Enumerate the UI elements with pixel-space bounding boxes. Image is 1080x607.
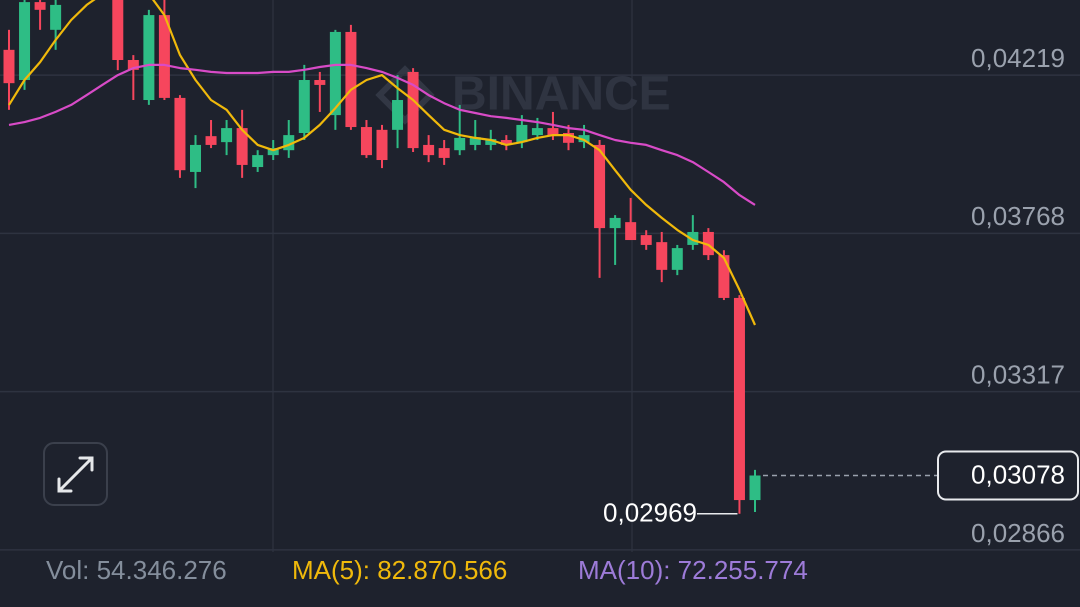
footer-item: MA(5): 82.870.566 bbox=[292, 555, 507, 585]
candle-body bbox=[345, 31, 357, 128]
candle-body bbox=[19, 2, 31, 81]
candle-body bbox=[50, 4, 62, 30]
candle-body bbox=[158, 15, 170, 98]
candle-body bbox=[190, 144, 201, 172]
y-tick-label: 0,02866 bbox=[971, 518, 1065, 548]
candle-body bbox=[516, 124, 528, 143]
watermark-text: BINANCE bbox=[452, 68, 671, 121]
candle-body bbox=[594, 144, 606, 229]
candle-body bbox=[221, 128, 233, 143]
candle-body bbox=[687, 231, 699, 245]
grid: 0,04219 0,03768 0,03317 0,02866 bbox=[0, 43, 1080, 551]
candle-body bbox=[625, 222, 637, 241]
candle-body bbox=[609, 217, 621, 229]
candle-body bbox=[267, 148, 279, 156]
y-tick-label: 0,04219 bbox=[971, 43, 1065, 73]
candle-body bbox=[733, 297, 745, 501]
candle-body bbox=[423, 144, 435, 156]
low-marker-label: 0,02969 bbox=[603, 498, 697, 528]
watermark: BINANCE bbox=[375, 65, 671, 125]
footer-item: Vol: 54.346.276 bbox=[46, 555, 227, 585]
candle-body bbox=[454, 137, 466, 151]
candle-body bbox=[143, 15, 155, 101]
candle-body bbox=[112, 0, 124, 61]
candle-body bbox=[438, 148, 450, 158]
candle-body bbox=[531, 128, 543, 136]
candle-body bbox=[205, 136, 217, 145]
candle-body bbox=[392, 100, 404, 130]
candle-body bbox=[656, 242, 668, 270]
y-tick-label: 0,03768 bbox=[971, 201, 1065, 231]
candle-body bbox=[314, 80, 326, 85]
footer-item: MA(10): 72.255.774 bbox=[578, 555, 808, 585]
candle-body bbox=[252, 155, 264, 168]
candle-body bbox=[671, 248, 683, 270]
candle-body bbox=[640, 235, 652, 245]
candle-body bbox=[376, 129, 388, 161]
candle-body bbox=[236, 128, 248, 165]
overlay: 0,03078 0,02969 bbox=[603, 450, 1079, 528]
candle-body bbox=[360, 127, 372, 156]
y-tick-label: 0,03317 bbox=[971, 360, 1065, 390]
candle-body bbox=[563, 132, 574, 143]
expand-button[interactable] bbox=[43, 442, 108, 506]
ma-line bbox=[8, 63, 756, 206]
candle-body bbox=[283, 135, 295, 151]
candle-body bbox=[749, 475, 761, 501]
candle-body bbox=[3, 49, 15, 84]
price-tag-box bbox=[937, 450, 1079, 501]
candle-body bbox=[34, 2, 46, 10]
price-tag: 0,03078 bbox=[971, 459, 1065, 489]
candle-body bbox=[127, 60, 139, 70]
candle-body bbox=[298, 80, 310, 133]
plot bbox=[3, 0, 761, 514]
ma-line bbox=[8, 0, 757, 326]
candle-body bbox=[329, 31, 341, 116]
candle-body bbox=[702, 231, 714, 256]
candle-body bbox=[485, 138, 497, 145]
candle-body bbox=[174, 97, 186, 171]
candle-body bbox=[547, 128, 559, 136]
candle-body bbox=[718, 255, 730, 298]
candle-body bbox=[469, 137, 481, 145]
candle-body bbox=[407, 71, 419, 149]
candle-body bbox=[578, 135, 590, 143]
candle-body bbox=[500, 140, 512, 145]
